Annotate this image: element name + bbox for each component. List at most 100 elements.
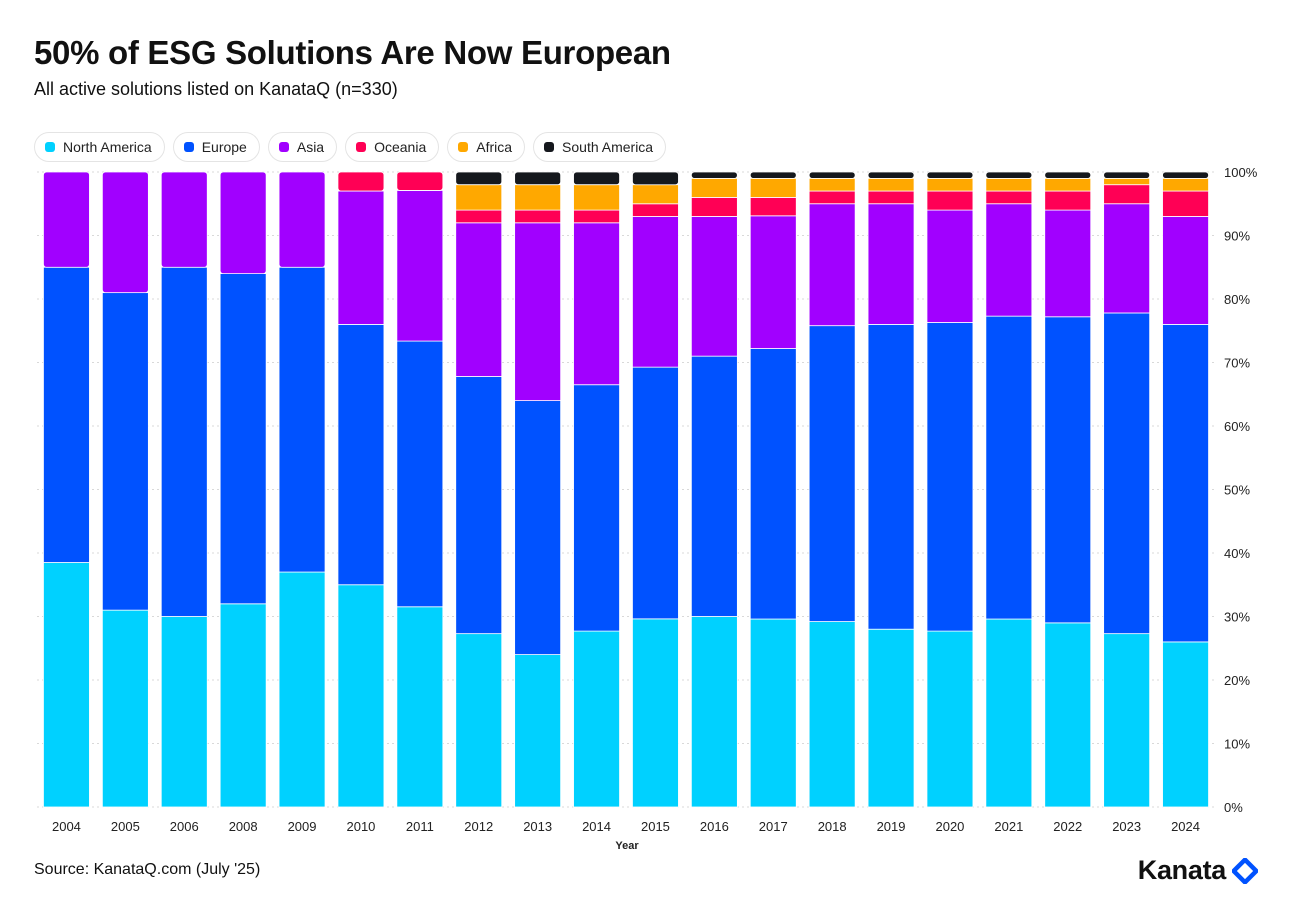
bar-south-america-2015[interactable]: South America 2015: 2% [632, 171, 679, 186]
bar-asia-2009[interactable]: Asia 2009: 15% [278, 171, 326, 268]
bar-asia-2012[interactable]: Asia 2012: 24.2% [455, 222, 503, 377]
bar-europe-2013[interactable]: Europe 2013: 40% [514, 400, 562, 656]
bar-north-america-2012[interactable]: North America 2012: 27.3% [455, 633, 503, 808]
bar-asia-2005[interactable]: Asia 2005: 19% [101, 171, 149, 294]
bar-africa-2016[interactable]: Africa 2016: 3% [690, 177, 738, 198]
bar-south-america-2022[interactable]: South America 2022: 1% [1044, 171, 1092, 179]
bar-asia-2024[interactable]: Asia 2024: 17% [1162, 216, 1209, 325]
bar-oceania-2024[interactable]: Oceania 2024: 4% [1162, 190, 1209, 217]
bar-africa-2020[interactable]: Africa 2020: 2% [926, 177, 974, 192]
bar-europe-2021[interactable]: Europe 2021: 47.7% [985, 315, 1033, 620]
bar-oceania-2014[interactable]: Oceania 2014: 2% [573, 209, 620, 224]
bar-africa-2021[interactable]: Africa 2021: 2% [985, 177, 1033, 192]
bar-oceania-2013[interactable]: Oceania 2013: 2% [514, 209, 562, 224]
legend-item-north-america[interactable]: North America [34, 132, 165, 162]
bar-oceania-2021[interactable]: Oceania 2021: 2% [985, 190, 1033, 205]
bar-africa-2022[interactable]: Africa 2022: 2% [1044, 177, 1092, 192]
bar-north-america-2018[interactable]: North America 2018: 29.2% [808, 621, 856, 808]
bar-asia-2023[interactable]: Asia 2023: 17.2% [1103, 203, 1151, 314]
bar-oceania-2011[interactable]: Oceania 2011: 2.9% [396, 171, 444, 191]
bar-europe-2015[interactable]: Europe 2015: 39.6% [632, 366, 679, 620]
bar-north-america-2024[interactable]: North America 2024: 26% [1162, 641, 1209, 808]
bar-europe-2005[interactable]: Europe 2005: 50% [101, 292, 149, 611]
bar-africa-2023[interactable]: Africa 2023: 1% [1103, 177, 1151, 186]
bar-asia-2013[interactable]: Asia 2013: 28% [514, 222, 562, 402]
bar-europe-2016[interactable]: Europe 2016: 41% [690, 355, 738, 617]
bar-europe-2012[interactable]: Europe 2012: 40.5% [455, 376, 503, 635]
legend-item-oceania[interactable]: Oceania [345, 132, 440, 162]
bar-asia-2019[interactable]: Asia 2019: 19% [867, 203, 915, 325]
bar-oceania-2022[interactable]: Oceania 2022: 3% [1044, 190, 1092, 211]
bar-oceania-2017[interactable]: Oceania 2017: 2.9% [749, 197, 797, 217]
bar-europe-2023[interactable]: Europe 2023: 50.5% [1103, 312, 1151, 635]
bar-north-america-2010[interactable]: North America 2010: 35% [337, 584, 385, 808]
bar-africa-2014[interactable]: Africa 2014: 4% [573, 184, 620, 211]
bar-south-america-2023[interactable]: South America 2023: 1% [1103, 171, 1151, 179]
bar-africa-2024[interactable]: Africa 2024: 2% [1162, 177, 1209, 192]
bar-oceania-2010[interactable]: Oceania 2010: 3% [337, 171, 385, 192]
bar-asia-2011[interactable]: Asia 2011: 23.7% [396, 190, 444, 342]
bar-europe-2011[interactable]: Europe 2011: 41.8% [396, 340, 444, 608]
bar-oceania-2018[interactable]: Oceania 2018: 2% [808, 190, 856, 205]
bar-north-america-2016[interactable]: North America 2016: 30% [690, 616, 738, 808]
bar-africa-2015[interactable]: Africa 2015: 3% [632, 184, 679, 205]
bar-south-america-2016[interactable]: South America 2016: 1% [690, 171, 738, 179]
bar-europe-2006[interactable]: Europe 2006: 55% [160, 266, 208, 617]
bar-asia-2008[interactable]: Asia 2008: 16% [219, 171, 267, 274]
bar-europe-2004[interactable]: Europe 2004: 46.5% [43, 266, 90, 563]
bar-africa-2019[interactable]: Africa 2019: 2% [867, 177, 915, 192]
bar-europe-2009[interactable]: Europe 2009: 48% [278, 266, 326, 573]
bar-asia-2015[interactable]: Asia 2015: 23.7% [632, 216, 679, 368]
bar-north-america-2005[interactable]: North America 2005: 31% [101, 609, 149, 808]
bar-north-america-2013[interactable]: North America 2013: 24% [514, 654, 562, 808]
bar-south-america-2018[interactable]: South America 2018: 1% [808, 171, 856, 179]
bar-north-america-2011[interactable]: North America 2011: 31.5% [396, 606, 444, 808]
bar-north-america-2023[interactable]: North America 2023: 27.3% [1103, 633, 1151, 808]
bar-south-america-2024[interactable]: South America 2024: 1% [1162, 171, 1209, 179]
bar-africa-2013[interactable]: Africa 2013: 4% [514, 184, 562, 211]
bar-asia-2014[interactable]: Asia 2014: 25.5% [573, 222, 620, 386]
bar-europe-2010[interactable]: Europe 2010: 41% [337, 323, 385, 586]
bar-south-america-2013[interactable]: South America 2013: 2% [514, 171, 562, 186]
bar-south-america-2020[interactable]: South America 2020: 1% [926, 171, 974, 179]
bar-south-america-2014[interactable]: South America 2014: 2% [573, 171, 620, 186]
bar-europe-2019[interactable]: Europe 2019: 48% [867, 323, 915, 630]
bar-asia-2016[interactable]: Asia 2016: 22% [690, 216, 738, 357]
legend-item-europe[interactable]: Europe [172, 132, 260, 162]
bar-oceania-2015[interactable]: Oceania 2015: 2% [632, 203, 679, 217]
bar-europe-2022[interactable]: Europe 2022: 48.2% [1044, 316, 1092, 624]
bar-north-america-2015[interactable]: North America 2015: 29.6% [632, 618, 679, 808]
bar-oceania-2012[interactable]: Oceania 2012: 2% [455, 209, 503, 224]
bar-north-america-2004[interactable]: North America 2004: 38.5% [43, 562, 90, 808]
bar-north-america-2008[interactable]: North America 2008: 32% [219, 603, 267, 808]
bar-asia-2021[interactable]: Asia 2021: 17.7% [985, 203, 1033, 317]
bar-oceania-2019[interactable]: Oceania 2019: 2% [867, 190, 915, 205]
bar-north-america-2009[interactable]: North America 2009: 37% [278, 571, 326, 808]
bar-asia-2010[interactable]: Asia 2010: 21% [337, 190, 385, 325]
bar-south-america-2019[interactable]: South America 2019: 1% [867, 171, 915, 179]
bar-asia-2018[interactable]: Asia 2018: 19.2% [808, 203, 856, 327]
bar-north-america-2022[interactable]: North America 2022: 29% [1044, 622, 1092, 808]
bar-north-america-2021[interactable]: North America 2021: 29.6% [985, 618, 1033, 808]
bar-asia-2004[interactable]: Asia 2004: 15% [43, 171, 90, 268]
bar-asia-2017[interactable]: Asia 2017: 20.9% [749, 215, 797, 349]
bar-europe-2018[interactable]: Europe 2018: 46.6% [808, 325, 856, 622]
bar-asia-2006[interactable]: Asia 2006: 15% [160, 171, 208, 268]
bar-oceania-2023[interactable]: Oceania 2023: 3% [1103, 184, 1151, 205]
bar-europe-2017[interactable]: Europe 2017: 42.6% [749, 348, 797, 620]
bar-south-america-2012[interactable]: South America 2012: 2% [455, 171, 503, 186]
legend-item-africa[interactable]: Africa [447, 132, 526, 162]
legend-item-asia[interactable]: Asia [267, 132, 338, 162]
bar-europe-2008[interactable]: Europe 2008: 52% [219, 273, 267, 605]
bar-north-america-2006[interactable]: North America 2006: 30% [160, 616, 208, 808]
bar-africa-2012[interactable]: Africa 2012: 4% [455, 184, 503, 211]
bar-asia-2022[interactable]: Asia 2022: 16.8% [1044, 209, 1092, 318]
bar-asia-2020[interactable]: Asia 2020: 17.7% [926, 209, 974, 323]
bar-africa-2018[interactable]: Africa 2018: 2% [808, 177, 856, 192]
bar-north-america-2014[interactable]: North America 2014: 27.7% [573, 630, 620, 808]
bar-north-america-2017[interactable]: North America 2017: 29.6% [749, 618, 797, 808]
bar-europe-2024[interactable]: Europe 2024: 50% [1162, 323, 1209, 643]
bar-africa-2017[interactable]: Africa 2017: 3% [749, 177, 797, 198]
bar-south-america-2017[interactable]: South America 2017: 1% [749, 171, 797, 179]
bar-north-america-2019[interactable]: North America 2019: 28% [867, 628, 915, 808]
